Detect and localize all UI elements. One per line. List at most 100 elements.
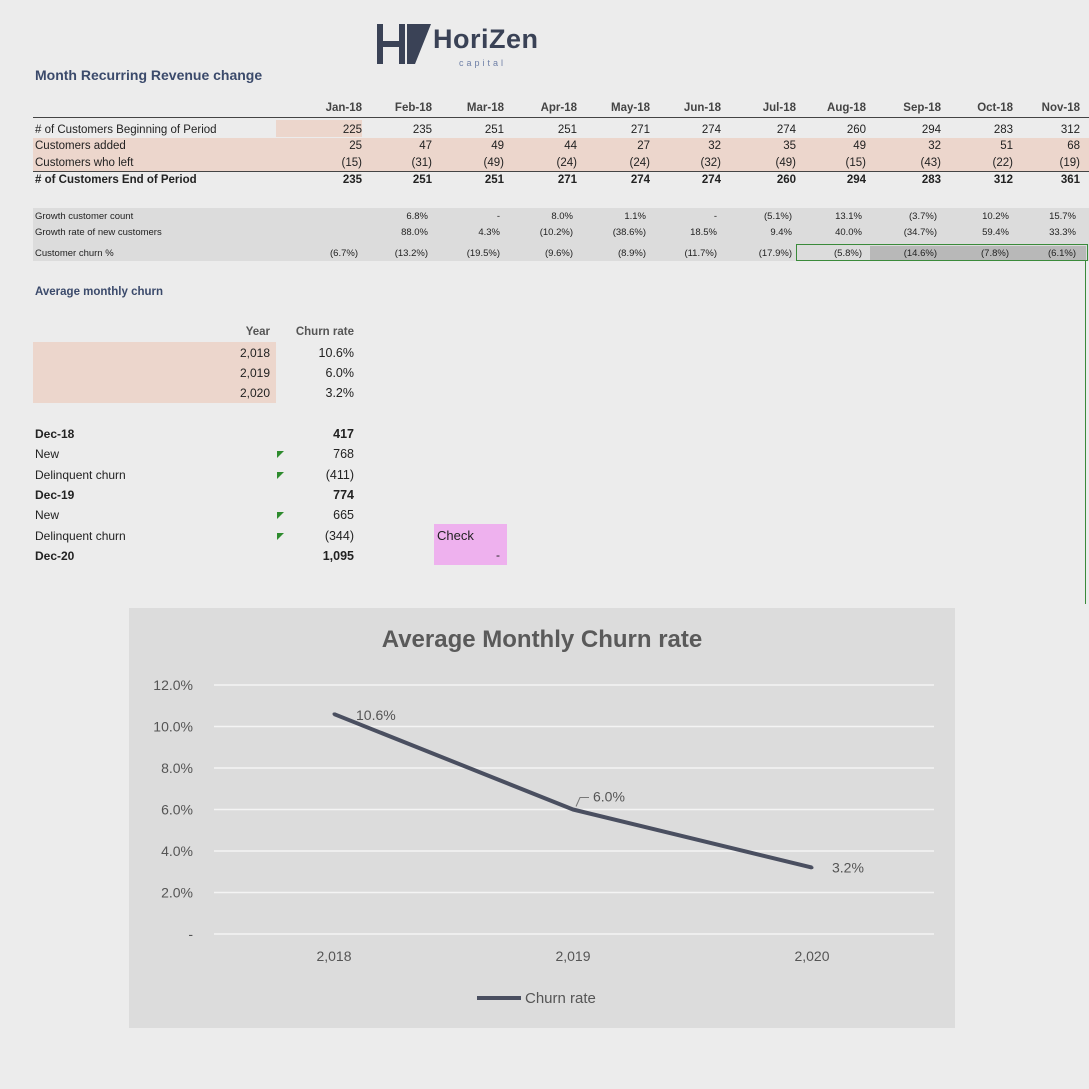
year-cell[interactable]: 2,018 <box>239 346 270 360</box>
table-cell[interactable]: (7.8%) <box>981 248 1009 259</box>
table-cell[interactable]: - <box>496 211 500 222</box>
table-cell[interactable]: 283 <box>993 124 1013 136</box>
table-cell[interactable]: 35 <box>783 140 796 152</box>
table-cell[interactable]: (11.7%) <box>684 248 717 259</box>
table-cell[interactable]: (24) <box>629 157 650 169</box>
table-cell[interactable]: 260 <box>846 124 866 136</box>
table-cell[interactable]: (49) <box>775 157 796 169</box>
table-cell[interactable]: 235 <box>342 174 362 186</box>
table-cell[interactable]: 251 <box>412 174 432 186</box>
table-cell[interactable]: 283 <box>921 174 941 186</box>
table-cell[interactable]: 8.0% <box>551 211 573 222</box>
table-cell[interactable]: (38.6%) <box>612 227 646 238</box>
rate-cell[interactable]: 3.2% <box>325 386 355 400</box>
year-cell[interactable]: 2,019 <box>239 366 270 380</box>
table-cell[interactable]: 1.1% <box>624 211 646 222</box>
table-cell[interactable]: 25 <box>349 140 362 152</box>
rollforward-value[interactable]: 665 <box>333 508 354 523</box>
selection-border <box>796 244 1088 261</box>
y-tick-label: 4.0% <box>161 843 193 859</box>
table-cell[interactable]: 88.0% <box>401 227 428 238</box>
check-cell[interactable] <box>434 524 507 565</box>
table-cell[interactable]: 40.0% <box>835 227 862 238</box>
table-cell[interactable]: 10.2% <box>982 211 1009 222</box>
table-cell[interactable]: 251 <box>557 124 577 136</box>
table-cell[interactable]: 27 <box>637 140 650 152</box>
y-tick-label: 8.0% <box>161 760 193 776</box>
rate-cell[interactable]: 10.6% <box>318 346 354 360</box>
table-cell[interactable]: (5.1%) <box>764 211 792 222</box>
churn-chart[interactable] <box>129 608 955 1028</box>
table-cell[interactable]: 15.7% <box>1049 211 1076 222</box>
table-cell[interactable]: 271 <box>557 174 577 186</box>
table-cell[interactable]: 49 <box>853 140 866 152</box>
table-cell[interactable]: 361 <box>1060 174 1080 186</box>
legend-label: Churn rate <box>525 990 596 1007</box>
table-cell[interactable]: (19) <box>1059 157 1080 169</box>
table-cell[interactable]: (10.2%) <box>539 227 573 238</box>
table-cell[interactable]: 51 <box>1000 140 1013 152</box>
table-cell[interactable]: 59.4% <box>982 227 1009 238</box>
table-cell[interactable]: 312 <box>1060 124 1080 136</box>
data-label: 3.2% <box>832 860 864 876</box>
table-cell[interactable]: (6.7%) <box>330 248 358 259</box>
table-cell[interactable]: - <box>713 211 717 222</box>
table-cell[interactable]: (24) <box>556 157 577 169</box>
table-cell[interactable]: 251 <box>484 124 504 136</box>
table-cell[interactable]: 33.3% <box>1049 227 1076 238</box>
table-cell[interactable]: 4.3% <box>478 227 500 238</box>
table-cell[interactable]: 32 <box>928 140 941 152</box>
rate-cell[interactable]: 6.0% <box>325 366 355 380</box>
table-cell[interactable]: 274 <box>776 124 796 136</box>
table-cell[interactable]: 68 <box>1067 140 1080 152</box>
table-cell[interactable]: 235 <box>412 124 432 136</box>
table-cell[interactable]: 18.5% <box>690 227 717 238</box>
table-cell[interactable]: 312 <box>993 174 1013 186</box>
table-cell[interactable]: (3.7%) <box>909 211 937 222</box>
month-header: Jul-18 <box>762 102 796 114</box>
table-cell[interactable]: 6.8% <box>406 211 428 222</box>
table-cell[interactable]: 274 <box>630 174 650 186</box>
table-cell[interactable]: 47 <box>419 140 432 152</box>
table-cell[interactable]: 9.4% <box>770 227 792 238</box>
rollforward-value[interactable]: 774 <box>333 487 354 502</box>
table-cell[interactable]: (5.8%) <box>834 248 862 259</box>
table-cell[interactable]: (15) <box>341 157 362 169</box>
table-cell[interactable]: (15) <box>845 157 866 169</box>
table-cell[interactable]: (43) <box>920 157 941 169</box>
selected-range <box>870 246 1086 261</box>
table-cell[interactable]: (32) <box>700 157 721 169</box>
table-cell[interactable]: (31) <box>411 157 432 169</box>
table-cell[interactable]: (34.7%) <box>903 227 937 238</box>
table-cell[interactable]: 44 <box>564 140 577 152</box>
avg-churn-title: Average monthly churn <box>35 286 164 298</box>
rollforward-value[interactable]: 1,095 <box>322 548 354 563</box>
table-cell[interactable]: 294 <box>846 174 866 186</box>
table-cell[interactable]: 274 <box>701 124 721 136</box>
table-cell[interactable]: (19.5%) <box>466 248 500 259</box>
table-cell[interactable]: 251 <box>484 174 504 186</box>
table-cell[interactable]: (14.6%) <box>903 248 937 259</box>
table-cell[interactable]: (6.1%) <box>1048 248 1076 259</box>
table-cell[interactable]: (22) <box>992 157 1013 169</box>
table-cell[interactable]: 13.1% <box>835 211 862 222</box>
rollforward-value[interactable]: (411) <box>325 467 354 482</box>
rollforward-value[interactable]: 417 <box>333 427 354 441</box>
table-cell[interactable]: 49 <box>491 140 504 152</box>
table-cell[interactable]: (8.9%) <box>618 248 646 259</box>
table-cell[interactable]: 274 <box>701 174 721 186</box>
table-cell[interactable]: (9.6%) <box>545 248 573 259</box>
header-underline <box>33 117 1089 118</box>
rollforward-value[interactable]: (344) <box>324 528 354 543</box>
table-cell[interactable]: 294 <box>921 124 941 136</box>
row-label: # of Customers End of Period <box>35 174 197 186</box>
rollforward-value[interactable]: 768 <box>333 447 354 462</box>
table-cell[interactable]: (17.9%) <box>758 248 792 259</box>
table-cell[interactable]: 260 <box>776 174 796 186</box>
table-cell[interactable]: (49) <box>483 157 504 169</box>
table-cell[interactable]: 225 <box>342 124 362 136</box>
year-cell[interactable]: 2,020 <box>239 386 270 400</box>
table-cell[interactable]: (13.2%) <box>394 248 428 259</box>
table-cell[interactable]: 271 <box>630 124 650 136</box>
table-cell[interactable]: 32 <box>708 140 721 152</box>
